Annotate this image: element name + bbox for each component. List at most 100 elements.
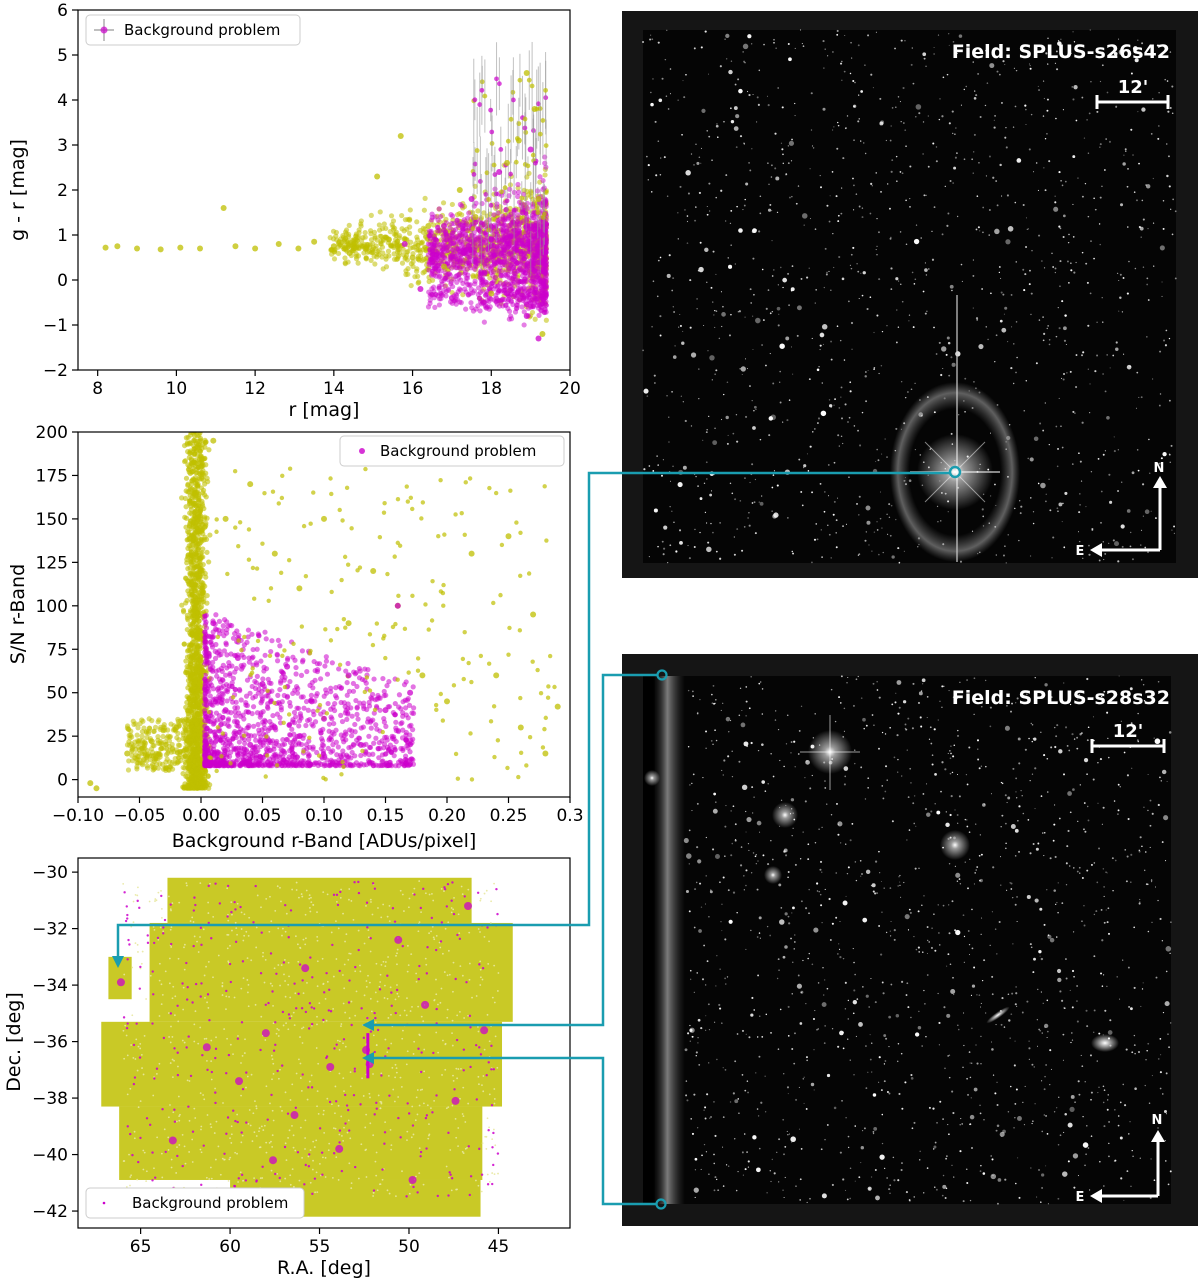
x-tick-label: 8 bbox=[92, 379, 103, 399]
x-tick-label: 0.00 bbox=[182, 806, 220, 826]
point-sky-map-s0-14 bbox=[269, 1156, 278, 1165]
x-tick-label: 14 bbox=[323, 379, 345, 399]
point-color-magnitude-s0-24 bbox=[504, 160, 511, 166]
point-color-magnitude-s0-15 bbox=[374, 173, 381, 180]
point-sky-map-s0-3 bbox=[261, 1029, 270, 1038]
point-sn-background-s0-20 bbox=[493, 672, 500, 679]
point-sn-background-s0-19 bbox=[468, 550, 475, 557]
point-color-magnitude-s1-1 bbox=[417, 286, 424, 292]
point-sn-background-s0-14 bbox=[345, 620, 352, 627]
arrowhead-icon bbox=[112, 956, 124, 968]
scale-label-2: 12' bbox=[1113, 721, 1144, 742]
point-sn-background-s1-12 bbox=[382, 707, 389, 714]
scatter-marks-sn bbox=[87, 437, 561, 792]
galaxy-2 bbox=[986, 1006, 1010, 1024]
y-tick-label: 0 bbox=[57, 771, 68, 791]
point-sn-background-s0-7 bbox=[198, 463, 204, 470]
point-sky-map-s0-11 bbox=[451, 1096, 460, 1105]
scatter-marks-sky bbox=[116, 902, 489, 1184]
x-axis-label-cm: r [mag] bbox=[289, 399, 360, 421]
north-label-1: N bbox=[1154, 461, 1165, 476]
y-tick-label: 6 bbox=[57, 1, 68, 21]
point-color-magnitude-s1-15 bbox=[531, 268, 538, 274]
bright-star-2b bbox=[772, 802, 798, 828]
point-sky-map-s0-7 bbox=[362, 1046, 371, 1055]
x-tick-label: 50 bbox=[398, 1237, 420, 1257]
x-tick-label: 16 bbox=[402, 379, 424, 399]
point-sn-background-s0-1 bbox=[93, 785, 100, 792]
y-tick-label: 125 bbox=[36, 553, 68, 573]
point-color-magnitude-s0-0 bbox=[102, 244, 109, 251]
point-sky-map-s0-5 bbox=[301, 964, 310, 973]
point-sky-map-s0-13 bbox=[168, 1136, 177, 1145]
point-sn-background-s0-8 bbox=[210, 437, 217, 444]
x-axis-label-sn: Background r-Band [ADUs/pixel] bbox=[172, 830, 477, 852]
point-color-magnitude-s0-23 bbox=[488, 290, 495, 297]
x-tick-label: 0.25 bbox=[490, 806, 528, 826]
point-color-magnitude-s0-14 bbox=[362, 245, 369, 252]
bright-star-2d bbox=[764, 866, 782, 884]
point-color-magnitude-s1-6 bbox=[468, 196, 475, 202]
legend-sky: Background problem bbox=[85, 1187, 305, 1219]
point-sn-background-s0-0 bbox=[87, 780, 94, 787]
point-sn-background-s0-3 bbox=[148, 738, 155, 745]
y-tick-label: 2 bbox=[57, 181, 68, 201]
y-tick-label: −38 bbox=[32, 1089, 68, 1109]
point-sn-background-s1-14 bbox=[407, 689, 414, 696]
point-sn-background-s0-23 bbox=[530, 611, 537, 618]
point-sn-background-s1-13 bbox=[394, 602, 401, 609]
point-color-magnitude-s1-3 bbox=[441, 223, 448, 229]
point-sn-background-s0-24 bbox=[542, 750, 549, 757]
y-tick-label: −36 bbox=[32, 1033, 68, 1053]
y-tick-label: −34 bbox=[32, 976, 68, 996]
legend-label-sn: Background problem bbox=[380, 442, 536, 460]
point-sn-background-s0-22 bbox=[517, 724, 524, 731]
point-color-magnitude-s0-1 bbox=[114, 243, 121, 250]
y-tick-label: 150 bbox=[36, 510, 68, 530]
x-tick-label: −0.05 bbox=[113, 806, 165, 826]
field-image-s26s42: Field: SPLUS-s26s42 12' N E bbox=[622, 11, 1198, 578]
edge-gradient-artifact bbox=[653, 676, 685, 1204]
x-tick-label: 0.20 bbox=[428, 806, 466, 826]
point-color-magnitude-s1-5 bbox=[460, 250, 467, 256]
legend-marker-cm bbox=[100, 26, 108, 34]
point-color-magnitude-s0-17 bbox=[397, 133, 404, 139]
point-sn-background-s0-2 bbox=[124, 750, 131, 757]
north-arrow-icon bbox=[1153, 476, 1167, 488]
ticks-sky: 65 60 55 50 45 −42 −40 −38 −36 −34 −32 −30 bbox=[32, 863, 509, 1257]
point-sky-map-s0-9 bbox=[394, 935, 403, 944]
x-tick-label: 55 bbox=[309, 1237, 331, 1257]
point-sn-background-s0-6 bbox=[198, 568, 204, 575]
point-color-magnitude-s1-0 bbox=[401, 241, 408, 247]
point-sn-background-s0-13 bbox=[321, 515, 327, 522]
point-color-magnitude-s0-28 bbox=[535, 196, 542, 202]
legend-box-sn bbox=[339, 435, 565, 467]
legend-label-sky: Background problem bbox=[132, 1194, 288, 1212]
x-tick-label: 18 bbox=[480, 379, 502, 399]
point-color-magnitude-s1-8 bbox=[488, 236, 495, 243]
point-color-magnitude-s0-3 bbox=[157, 246, 164, 253]
point-color-magnitude-s1-12 bbox=[519, 209, 526, 216]
point-color-magnitude-s0-26 bbox=[523, 70, 530, 76]
axes-frame-sky bbox=[77, 857, 571, 1229]
y-tick-label: 25 bbox=[46, 727, 68, 747]
point-sn-background-s0-12 bbox=[296, 585, 303, 592]
galaxy-1 bbox=[1091, 1034, 1119, 1052]
point-color-magnitude-s0-21 bbox=[456, 187, 463, 193]
east-arrow-icon bbox=[1090, 1189, 1102, 1203]
north-arrow-icon bbox=[1151, 1130, 1165, 1142]
legend-marker-sn bbox=[359, 448, 365, 454]
east-arrow-icon bbox=[1090, 543, 1102, 557]
y-tick-label: 75 bbox=[46, 640, 68, 660]
point-color-magnitude-s1-4 bbox=[448, 295, 455, 301]
legend-marker-sky bbox=[102, 1201, 106, 1205]
point-sky-map-s0-10 bbox=[421, 1000, 430, 1009]
point-sn-background-s1-8 bbox=[308, 698, 315, 705]
point-color-magnitude-s1-10 bbox=[504, 290, 511, 297]
point-sky-map-s0-2 bbox=[235, 1077, 244, 1086]
y-tick-label: −42 bbox=[32, 1202, 68, 1222]
x-tick-label: 65 bbox=[130, 1237, 152, 1257]
point-sn-background-s1-11 bbox=[357, 741, 364, 748]
star-field-1 bbox=[642, 29, 1177, 564]
